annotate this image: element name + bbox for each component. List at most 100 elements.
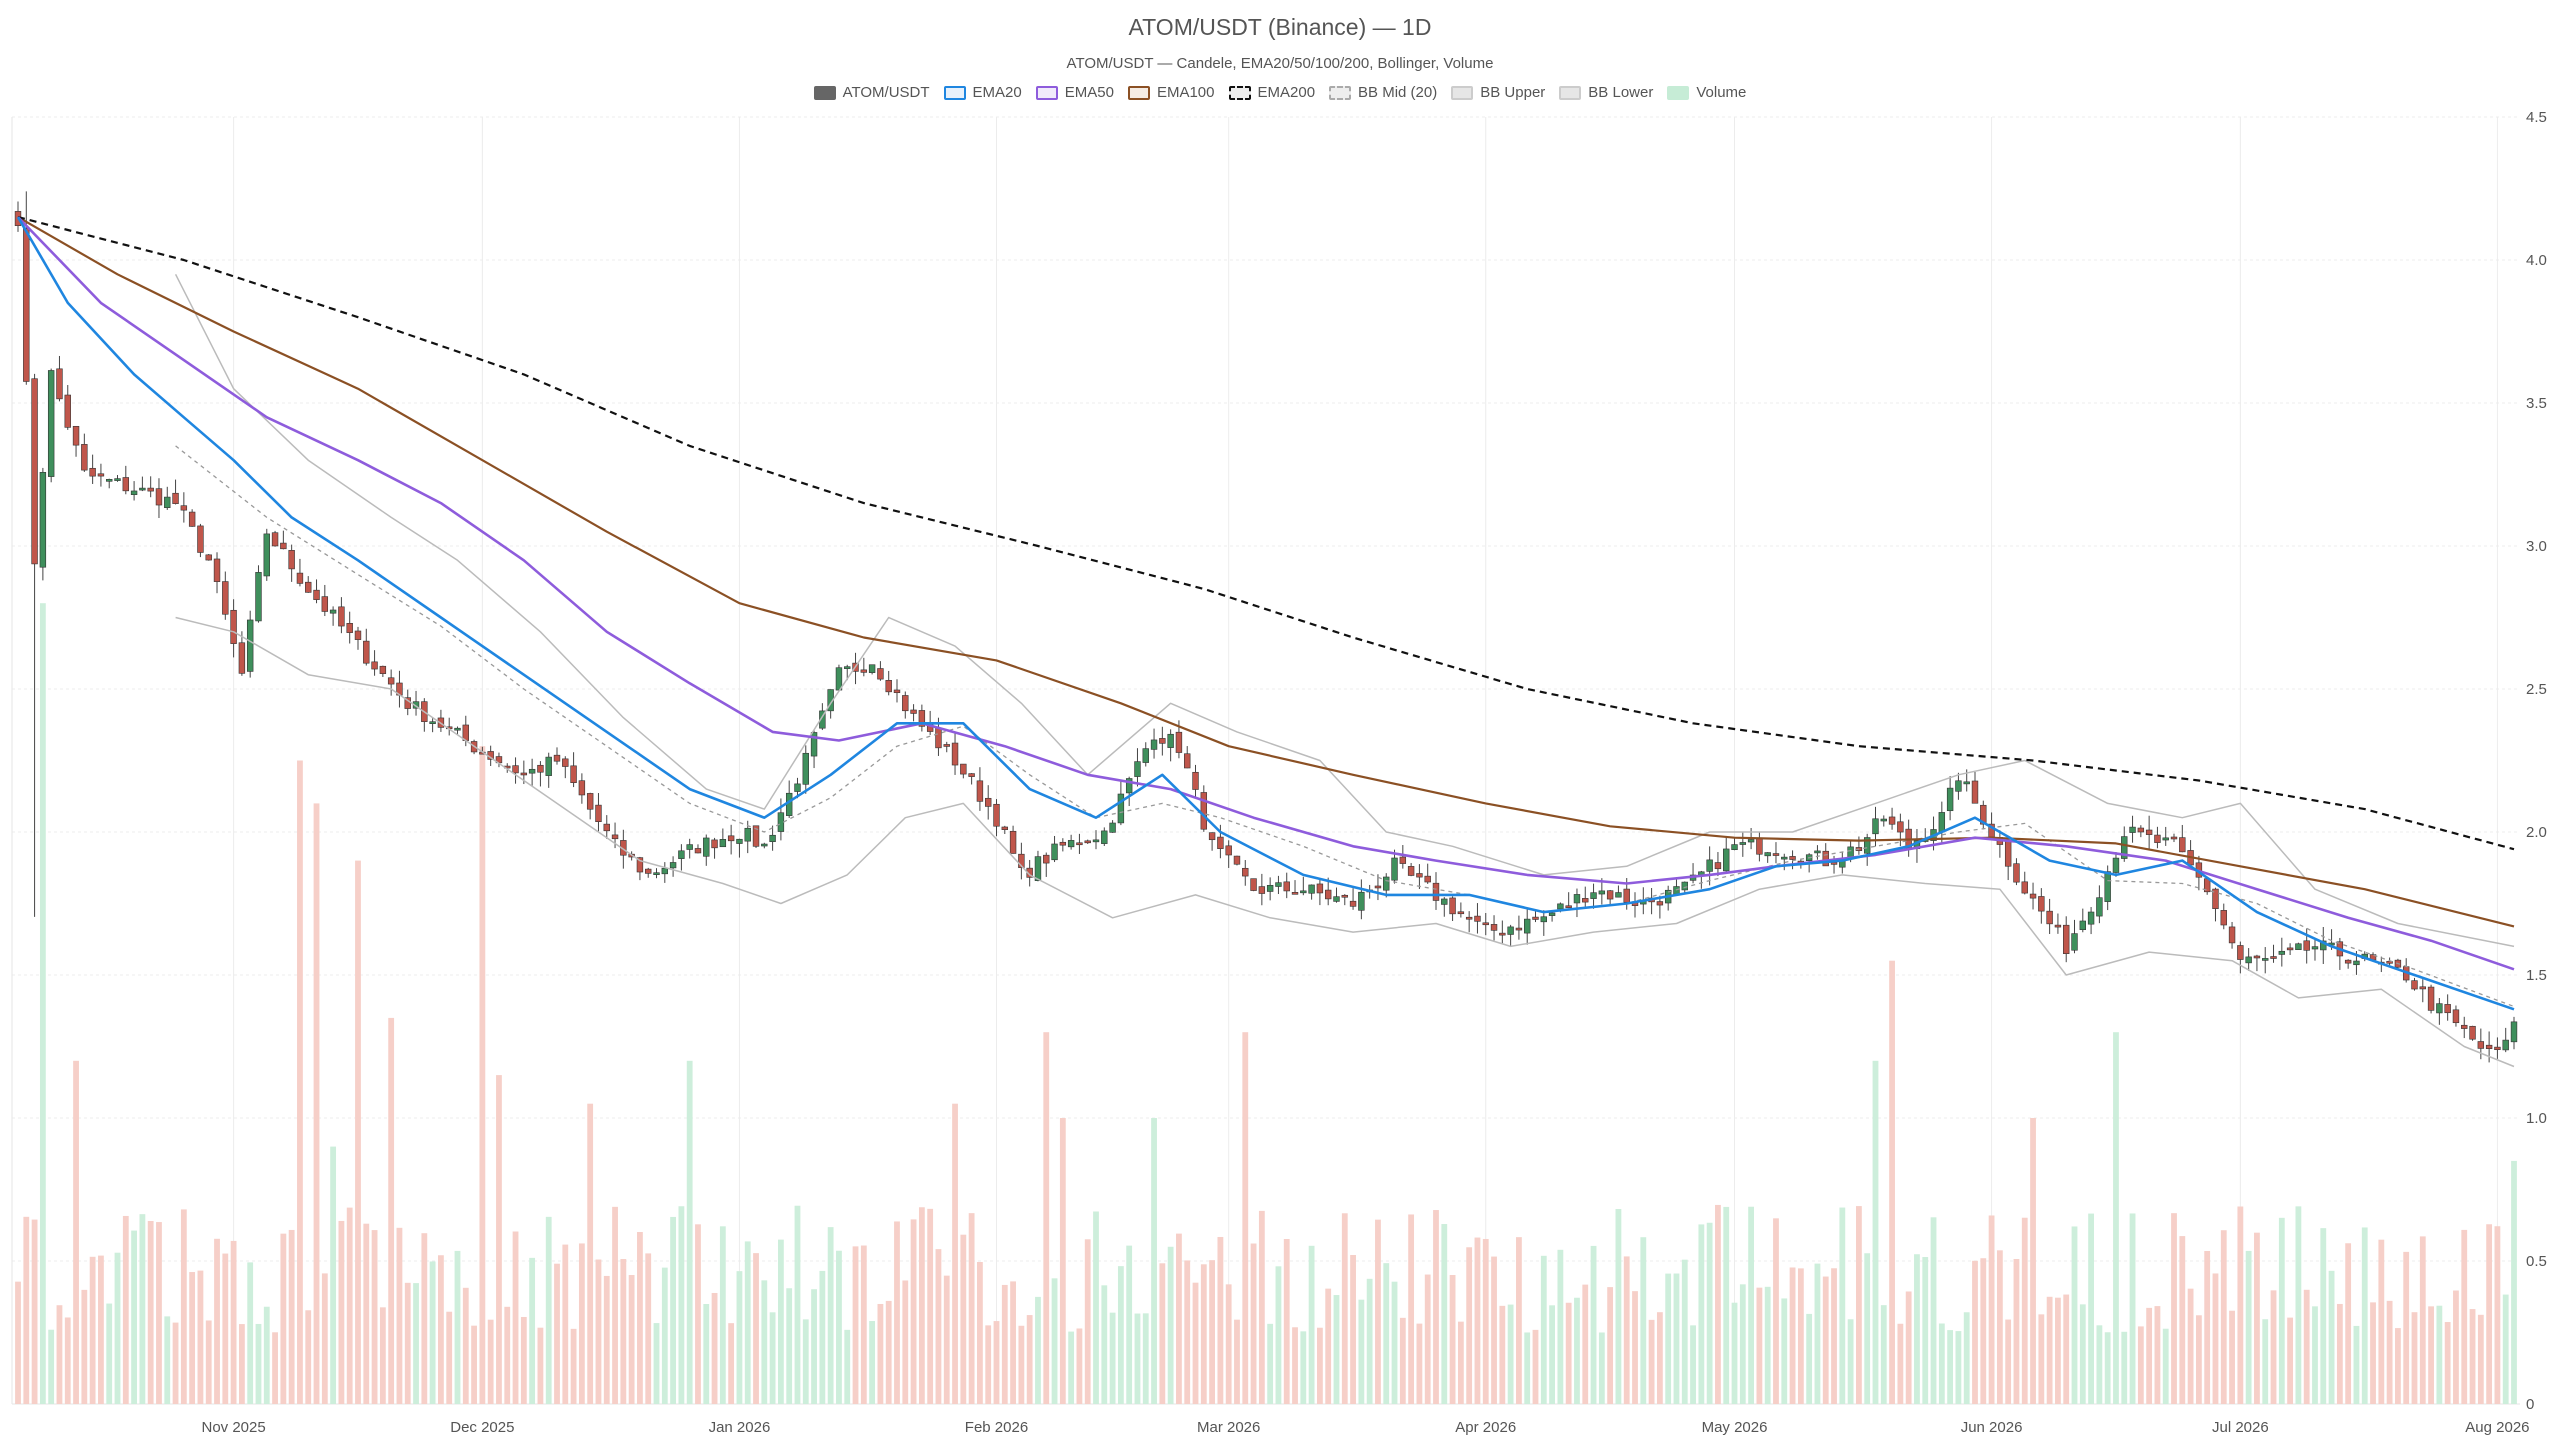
volume-bar [172,1322,179,1404]
volume-bar [1963,1312,1970,1404]
volume-bar [1399,1317,1406,1404]
candle-body [1606,890,1614,900]
volume-bar [695,1224,701,1404]
legend-item-ema20[interactable]: EMA20 [943,84,1022,101]
legend-label-bbmid: BB Mid (20) [1358,84,1438,101]
volume-bar [1872,1060,1879,1404]
candle-body [578,780,586,796]
volume-bar [98,1255,104,1404]
candle-body [719,839,727,848]
candle-body [2162,837,2169,841]
volume-bar [64,1317,71,1404]
volume-bar [2295,1206,2302,1404]
candle-body [2253,955,2261,959]
volume-bar [321,1273,328,1404]
volume-bar [346,1207,353,1404]
candle-body [1739,842,1747,845]
candle-body [819,710,826,729]
volume-bar [462,1287,469,1404]
candle-body [379,665,387,674]
x-tick-label: Apr 2026 [1455,1419,1516,1436]
legend-item-ema100[interactable]: EMA100 [1127,84,1215,101]
volume-bar [23,1216,30,1404]
volume-bar [960,1234,967,1404]
volume-bar [1001,1284,1008,1404]
volume-bar [1723,1206,1730,1404]
volume-bar [288,1229,295,1404]
candle-body [2320,940,2327,951]
candle-body [180,505,188,511]
legend-item-bbupper[interactable]: BB Upper [1451,84,1545,101]
candle-body [2477,1041,2485,1049]
volume-bar [371,1230,378,1404]
candle-body [2461,1024,2468,1029]
candle-body [1897,821,1904,833]
legend-label-ema100: EMA100 [1156,84,1215,101]
volume-bar [1839,1207,1846,1404]
volume-bar [504,1306,511,1404]
volume-bar [819,1270,826,1404]
volume-bar [106,1303,113,1404]
candle-body [1822,850,1829,867]
candle-body [686,844,693,850]
volume-bar [2477,1314,2484,1404]
y-tick-label: 1.5 [2526,967,2547,984]
candle-body [2494,1046,2501,1051]
candle-body [1399,856,1407,864]
volume-bar [122,1215,129,1404]
legend-item-ema50[interactable]: EMA50 [1035,84,1114,101]
volume-bar [1831,1268,1837,1404]
legend-item-ema200[interactable]: EMA200 [1228,84,1315,101]
x-tick-label: May 2026 [1702,1419,1768,1436]
legend-item-volume[interactable]: Volume [1667,84,1746,101]
volume-bar [330,1146,337,1404]
volume-bar [537,1327,544,1404]
volume-bar [39,603,46,1404]
volume-bar [595,1259,602,1404]
candle-body [454,727,461,731]
volume-bar [952,1103,958,1404]
legend-swatch-ema100 [1127,85,1150,100]
volume-bar [2220,1230,2227,1404]
volume-bar [388,1017,395,1404]
candle-body [844,666,851,669]
candle-body [586,793,594,810]
bb-upper-line [174,273,2515,948]
volume-bar [255,1323,262,1404]
legend-swatch-ema50 [1035,85,1058,100]
volume-bar [877,1303,884,1404]
legend-item-bbmid[interactable]: BB Mid (20) [1329,84,1437,101]
candle-body [89,467,96,477]
candle-body [1772,853,1780,856]
volume-bar [56,1305,63,1404]
volume-bar [2162,1328,2169,1404]
volume-bar [81,1289,88,1404]
candle-body [106,479,113,482]
volume-bar [2328,1270,2335,1404]
candle-body [1316,883,1324,894]
volume-bar [305,1310,312,1404]
candle-body [1432,882,1440,901]
candle-body [1764,852,1771,857]
legend-item-candles[interactable]: ATOM/USDT [813,84,930,101]
candle-body [2029,893,2037,899]
candle-body [2154,834,2161,843]
volume-bar [1292,1327,1298,1404]
volume-bar [885,1300,892,1404]
volume-bar [1283,1238,1290,1404]
volume-bar [1781,1298,1788,1404]
legend-item-bblower[interactable]: BB Lower [1559,84,1653,101]
volume-bar [1789,1267,1796,1404]
volume-bar [454,1250,461,1404]
volume-bar [1225,1284,1232,1404]
volume-bar [1059,1118,1066,1404]
volume-bar [272,1332,278,1404]
candle-body [2220,910,2227,926]
volume-bar [1996,1250,2003,1404]
candle-body [1383,876,1390,891]
volume-bar [637,1232,643,1404]
volume-bar [2502,1294,2509,1404]
candle-body [2087,911,2095,925]
volume-bar [686,1060,693,1404]
x-tick-label: Mar 2026 [1197,1419,1260,1436]
